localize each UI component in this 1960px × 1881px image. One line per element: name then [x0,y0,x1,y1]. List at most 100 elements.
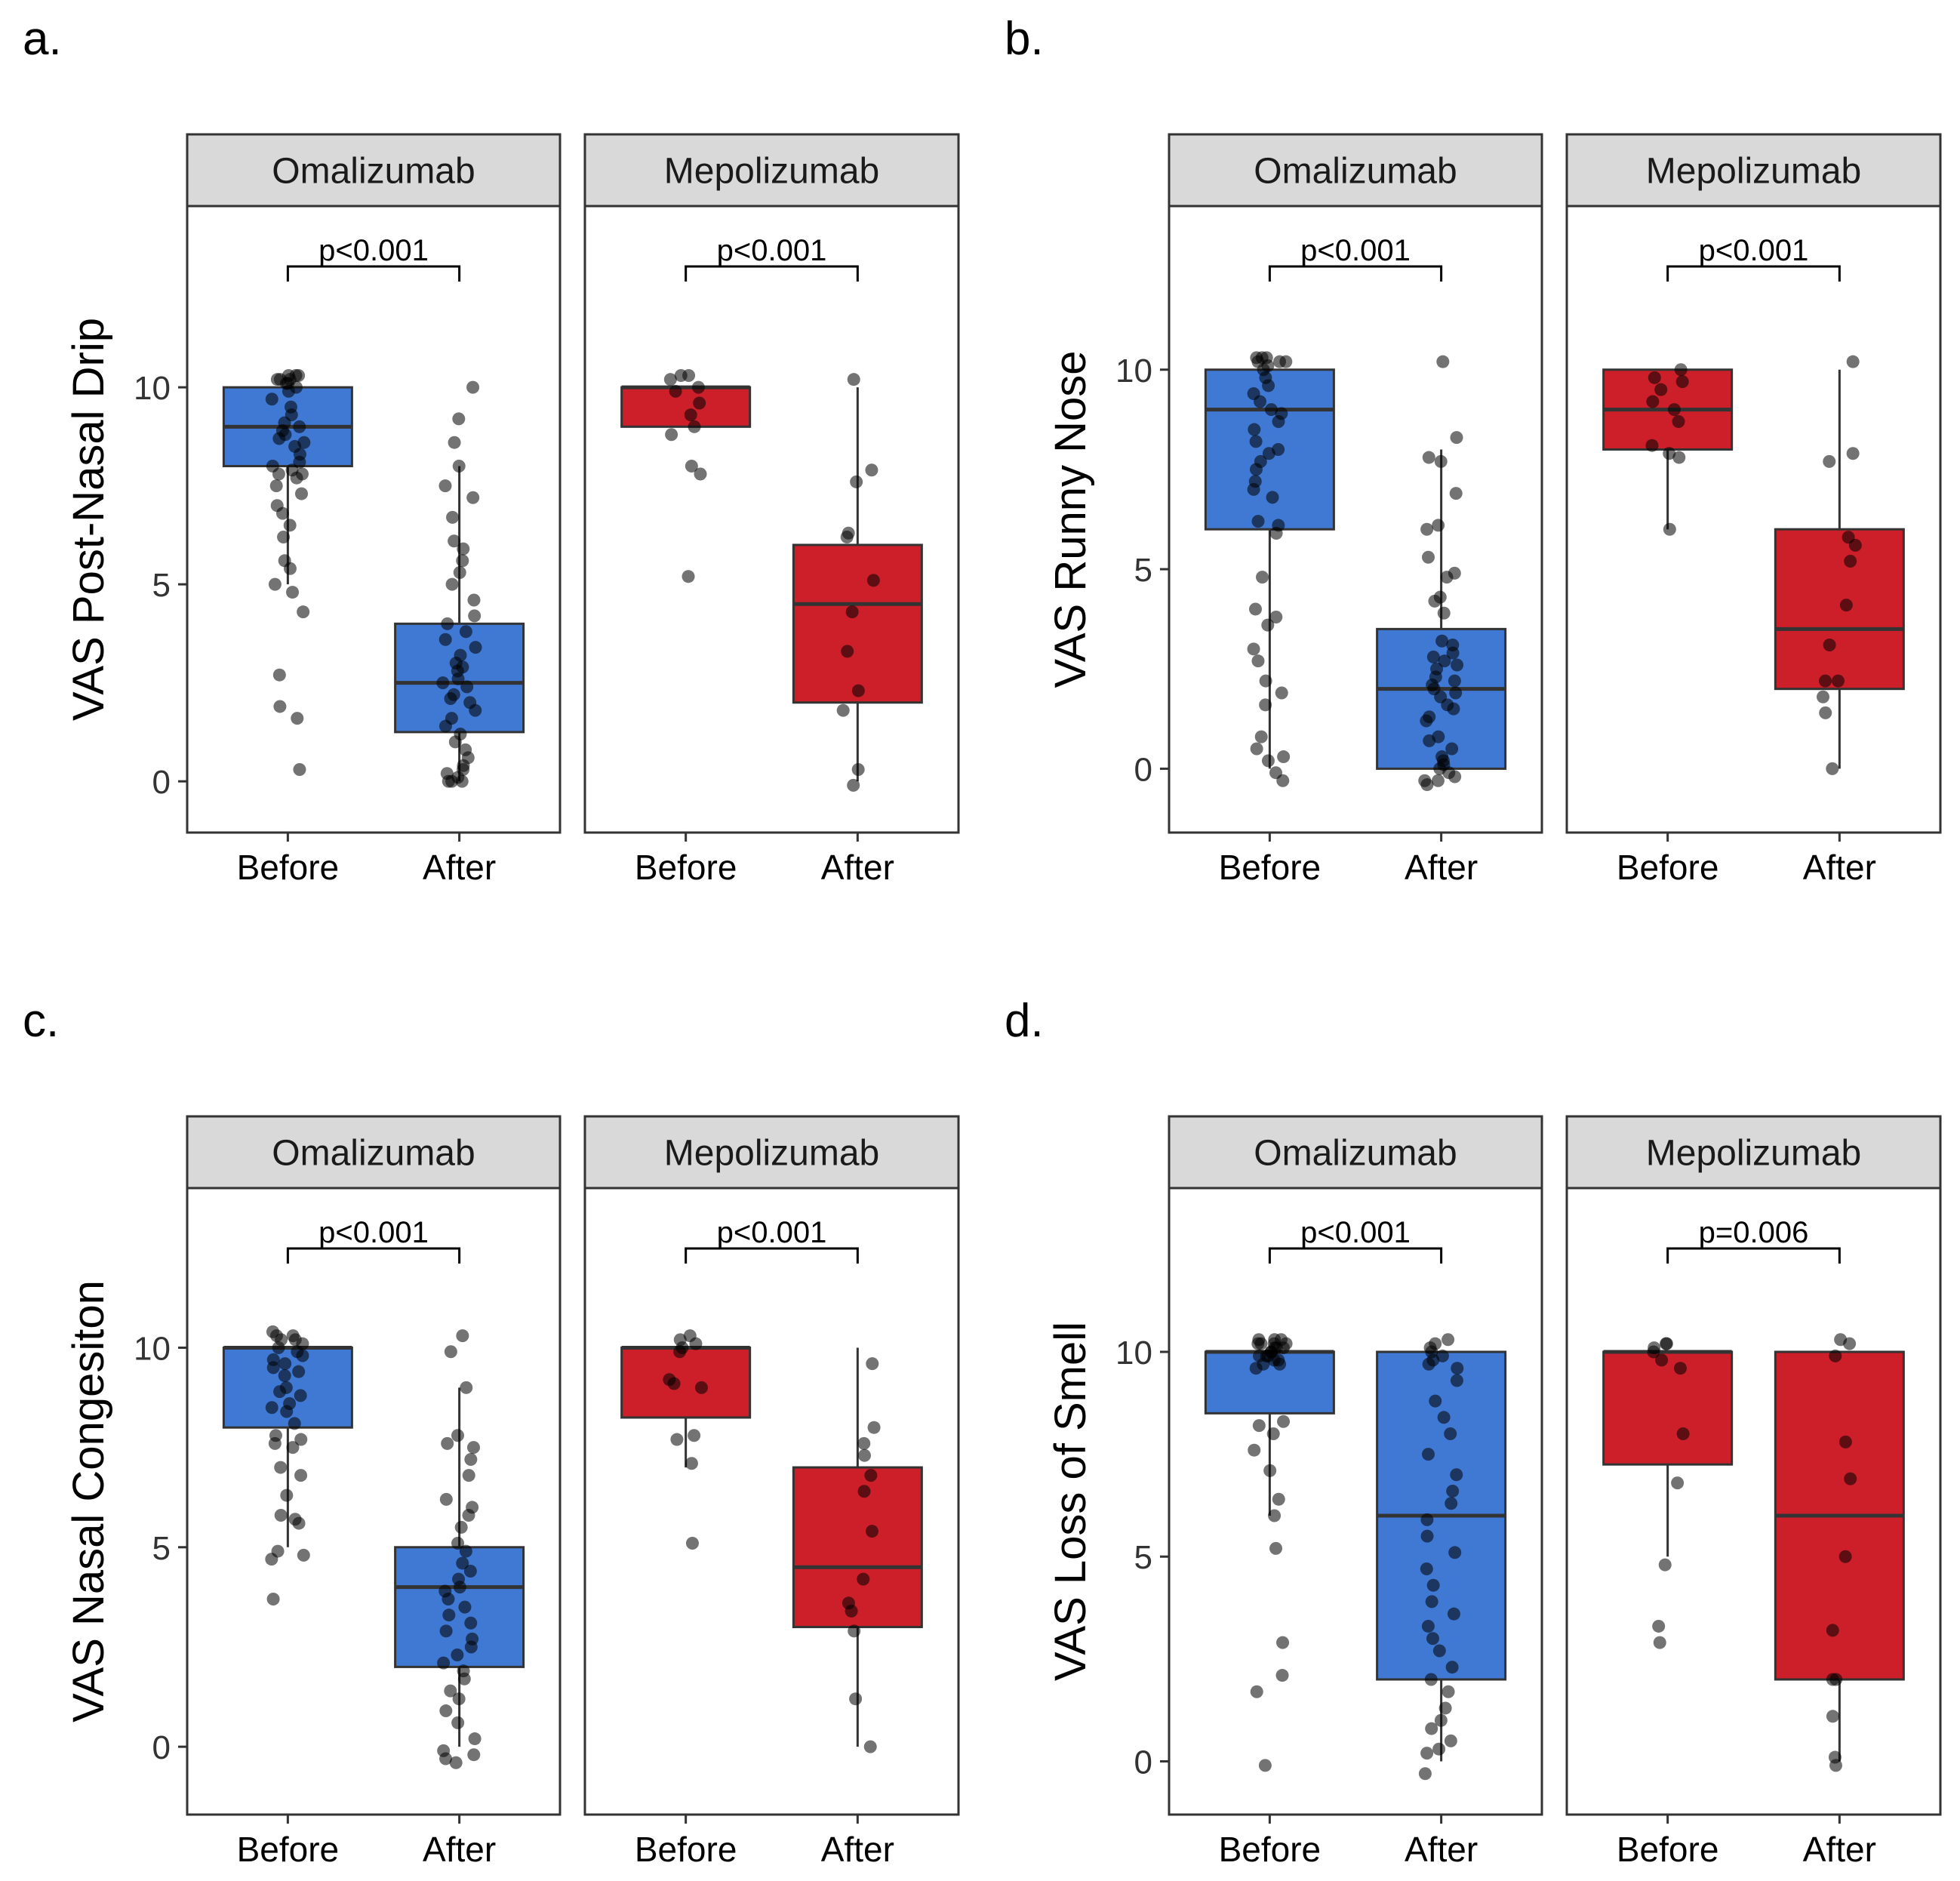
data-point [1648,371,1661,384]
data-point [283,562,297,575]
data-point [448,534,461,548]
data-point [1266,491,1279,504]
data-point [670,1433,684,1446]
p-value-annotation: p<0.001 [717,234,827,267]
group-after: After [1774,355,1905,887]
data-point [1262,379,1275,393]
data-point [1248,602,1262,616]
data-point [1449,686,1463,700]
data-point [1442,1333,1455,1347]
data-point [292,368,306,382]
x-tick-label: Before [237,848,340,887]
data-point [1438,654,1451,668]
data-point [1451,658,1464,672]
data-point [840,530,854,543]
data-point [1257,1357,1270,1371]
data-point [439,1492,453,1506]
data-point [274,1461,288,1474]
significance-bracket [286,265,461,282]
data-point [466,1441,480,1455]
group-before: Before [620,1329,752,1869]
data-point [272,668,286,682]
data-point [851,684,865,697]
data-point [451,672,465,685]
group-after: After [1774,1333,1905,1869]
data-point [1445,742,1459,756]
data-point [291,712,304,725]
facet-strip-label: Omalizumab [1254,1134,1457,1174]
data-point [280,1405,294,1418]
data-point [1660,1337,1673,1350]
data-point [1420,522,1434,536]
significance-bracket [1268,1247,1443,1264]
data-point [293,420,306,433]
facet-strip [583,133,960,208]
data-point [294,1389,307,1402]
data-point [864,1469,878,1482]
x-tick-label: After [821,1830,894,1869]
data-point [1421,1448,1435,1461]
data-point [1663,447,1676,460]
p-value-annotation: p=0.006 [1699,1216,1809,1249]
data-point [1273,355,1287,368]
panel-label: a. [23,13,62,65]
data-point [280,1488,294,1502]
data-point [439,1752,453,1766]
data-point [453,565,466,579]
data-point [1442,1685,1455,1698]
data-point [857,1572,870,1586]
data-point [1261,618,1275,632]
data-point [1249,435,1263,448]
data-point [1432,519,1445,532]
facet-omalizumab: Omalizumab p<0.001 Before After [186,133,562,887]
significance-bracket [1666,265,1841,282]
data-point [1251,654,1265,668]
data-point [1254,1337,1268,1350]
y-axis-label: VAS Nasal Congesiton [64,1280,113,1722]
data-point [297,1548,310,1562]
data-point [273,1385,287,1399]
data-point [439,1624,453,1638]
box [620,1346,752,1419]
data-point [1423,734,1436,747]
data-point [1445,1661,1459,1674]
data-point [437,1656,451,1670]
data-point [1829,1349,1842,1362]
data-point [1647,1345,1660,1359]
data-point [693,396,706,410]
data-point [288,1333,302,1347]
data-point [448,436,461,449]
p-value-annotation: p<0.001 [1300,234,1411,267]
data-point [1272,1492,1285,1506]
data-point [1432,1644,1446,1658]
data-point [283,519,297,532]
data-point [1843,1337,1857,1350]
data-point [663,373,677,386]
data-point [1248,1443,1261,1457]
data-point [1446,646,1460,660]
data-point [278,1368,291,1382]
data-point [1258,1759,1272,1772]
data-point [452,412,466,426]
facet-strip-label: Mepolizumab [664,152,879,192]
data-point [468,1732,482,1746]
data-point [865,463,878,477]
data-point [282,368,295,382]
data-point [453,1581,466,1594]
data-point [1259,698,1272,712]
data-point [1448,1546,1462,1559]
data-point [468,609,482,623]
data-point [863,1740,877,1753]
facet-strip-label: Omalizumab [1254,152,1457,192]
box [1774,528,1905,691]
data-point [456,1556,469,1570]
data-point [445,577,459,591]
y-tick-label: 0 [152,1729,171,1766]
data-point [290,471,303,485]
data-point [1451,1362,1464,1375]
data-point [1251,355,1265,368]
group-after: After [394,1329,525,1869]
x-tick-label: Before [635,1830,737,1869]
data-point [270,1329,284,1343]
